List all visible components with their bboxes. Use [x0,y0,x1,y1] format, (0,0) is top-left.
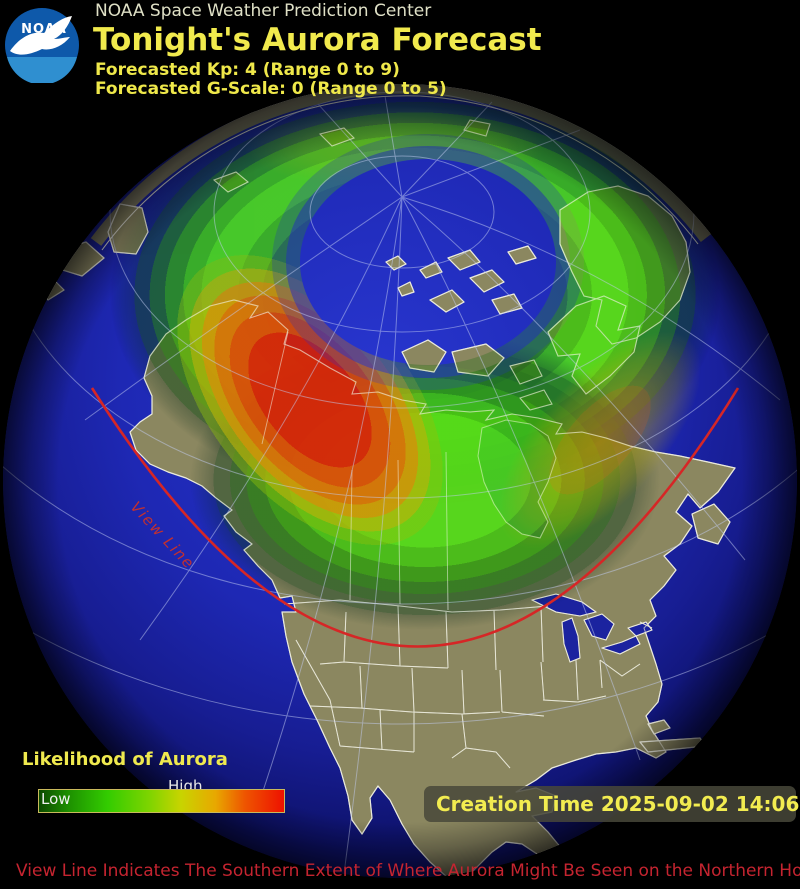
logo-sea [7,57,77,83]
page-title: Tonight's Aurora Forecast [93,22,542,58]
kp-forecast-text: Forecasted Kp: 4 (Range 0 to 9) [95,60,400,80]
legend-low-label: Low [41,790,71,808]
noaa-logo: NOAA [5,8,79,83]
logo-acronym: NOAA [21,22,67,37]
gscale-forecast-text: Forecasted G-Scale: 0 (Range 0 to 5) [95,79,447,99]
view-line-footnote: View Line Indicates The Southern Extent … [16,861,800,881]
creation-time-badge: Creation Time 2025-09-02 14:06:36 [424,786,800,822]
globe-vignette [3,84,797,878]
agency-title: NOAA Space Weather Prediction Center [95,1,432,21]
legend-heading: Likelihood of Aurora [22,749,228,770]
legend-gradient-bar [38,789,285,813]
seagull-icon [10,16,72,55]
